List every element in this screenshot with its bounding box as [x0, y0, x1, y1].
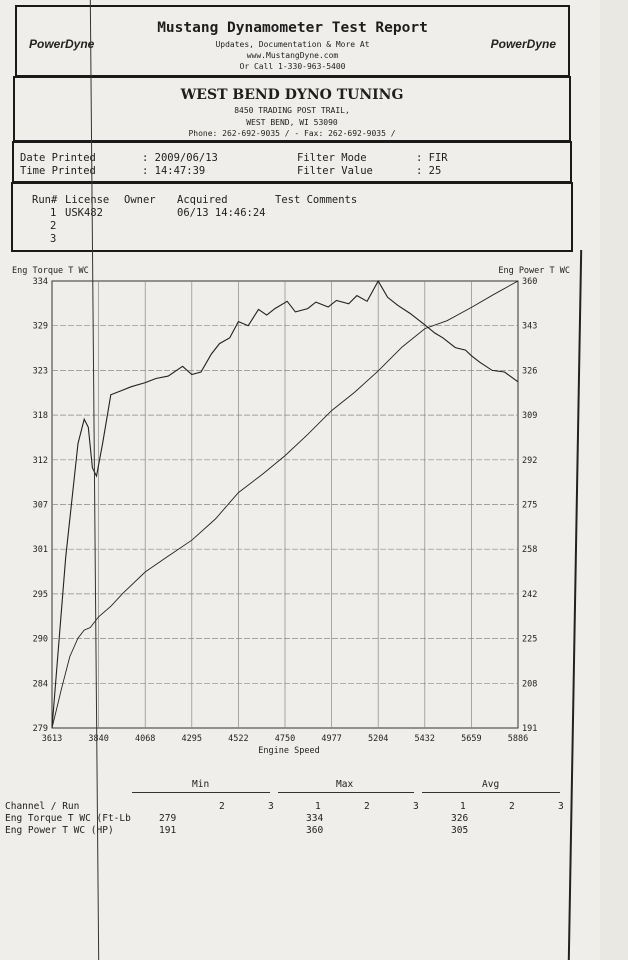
x-tick-label: 4295 [182, 734, 202, 744]
right-tick-label: 242 [522, 590, 537, 600]
torque-channel: Eng Torque T WC (Ft-Lb [5, 813, 131, 824]
power-min: 191 [159, 825, 177, 836]
avg-run-3: 3 [558, 801, 564, 812]
shop-name: WEST BEND DYNO TUNING [180, 87, 404, 103]
run-3-number: 3 [50, 233, 57, 245]
max-header: Max [336, 779, 354, 790]
min-run-2: 2 [219, 801, 225, 812]
avg-header: Avg [482, 779, 500, 790]
power-curve [51, 280, 519, 729]
right-tick-label: 208 [522, 679, 537, 689]
x-tick-label: 4522 [228, 734, 248, 744]
left-tick-label: 307 [33, 501, 48, 511]
x-tick-label: 3613 [42, 734, 62, 744]
col-owner: Owner [124, 194, 156, 206]
left-axis-label: Eng Torque T WC [12, 266, 89, 276]
left-tick-label: 295 [33, 590, 48, 600]
time-printed-label: Time Printed [20, 165, 96, 177]
date-printed-value: : 2009/06/13 [142, 152, 218, 164]
right-tick-label: 360 [522, 277, 537, 287]
left-tick-label: 279 [33, 724, 48, 734]
dyno-chart: Eng Torque T WC Eng Power T WC Engine Sp… [12, 266, 570, 756]
run-1-acquired: 06/13 14:46:24 [177, 207, 266, 219]
power-channel: Eng Power T WC (HP) [5, 825, 114, 836]
torque-avg: 326 [451, 813, 469, 824]
left-tick-label: 329 [33, 322, 48, 332]
x-tick-label: 5886 [508, 734, 528, 744]
left-tick-label: 334 [33, 277, 48, 287]
min-header: Min [192, 779, 210, 790]
right-tick-label: 275 [522, 501, 537, 511]
filter-value-value: : 25 [416, 165, 442, 177]
x-tick-label: 4750 [275, 734, 295, 744]
col-test-comments: Test Comments [275, 194, 358, 206]
header-line-3: Or Call 1-330-963-5400 [239, 62, 346, 71]
x-tick-label: 5432 [415, 734, 435, 744]
col-acquired: Acquired [177, 194, 228, 206]
right-tick-label: 309 [522, 411, 537, 421]
x-tick-label: 4068 [135, 734, 155, 744]
power-avg: 305 [451, 825, 469, 836]
max-run-1: 1 [315, 801, 321, 812]
header-line-1: Updates, Documentation & More At [215, 40, 370, 49]
x-tick-label: 3840 [88, 734, 108, 744]
torque-max: 334 [306, 813, 324, 824]
left-tick-label: 323 [33, 366, 48, 376]
run-1-number: 1 [50, 207, 57, 219]
col-license: License [65, 194, 110, 206]
right-tick-label: 292 [522, 456, 537, 466]
right-tick-label: 343 [522, 322, 537, 332]
x-tick-label: 5659 [461, 734, 481, 744]
header-line-2: www.MustangDyne.com [246, 51, 339, 60]
avg-run-1: 1 [460, 801, 466, 812]
run-2-number: 2 [50, 220, 57, 232]
right-axis-label: Eng Power T WC [498, 266, 570, 276]
right-tick-label: 225 [522, 635, 537, 645]
torque-curve [51, 279, 519, 729]
left-tick-label: 284 [33, 679, 48, 689]
report-title: Mustang Dynamometer Test Report [157, 20, 428, 36]
filter-mode-label: Filter Mode [297, 152, 367, 164]
torque-min: 279 [159, 813, 177, 824]
avg-run-2: 2 [509, 801, 515, 812]
powerdyne-logo-right: PowerDyne [490, 37, 556, 51]
right-tick-label: 191 [522, 724, 537, 734]
left-tick-label: 290 [33, 635, 48, 645]
powerdyne-logo-left: PowerDyne [29, 37, 95, 51]
filter-mode-value: : FIR [416, 152, 448, 164]
shop-address-2: WEST BEND, WI 53090 [246, 118, 338, 127]
left-tick-label: 312 [33, 456, 48, 466]
max-run-3: 3 [413, 801, 419, 812]
right-tick-label: 258 [522, 545, 537, 555]
min-run-3: 3 [268, 801, 274, 812]
x-tick-label: 4977 [321, 734, 341, 744]
col-run: Run# [32, 194, 58, 206]
report-page: PowerDyne PowerDyne Mustang Dynamometer … [5, 0, 583, 960]
channel-run-header: Channel / Run [5, 801, 80, 812]
runs-table: Run# License Owner Acquired Test Comment… [11, 182, 573, 252]
right-tick-label: 326 [522, 366, 537, 376]
max-run-2: 2 [364, 801, 370, 812]
filter-value-label: Filter Value [297, 165, 373, 177]
date-printed-label: Date Printed [20, 152, 96, 164]
time-printed-value: : 14:47:39 [142, 165, 206, 177]
run-1-license: USK482 [65, 207, 103, 219]
shop-phone: Phone: 262-692-9035 / - Fax: 262-692-903… [188, 129, 396, 138]
left-tick-label: 318 [33, 411, 48, 421]
shop-address-1: 8450 TRADING POST TRAIL, [234, 106, 350, 115]
left-tick-label: 301 [33, 545, 48, 555]
power-max: 360 [306, 825, 324, 836]
x-axis-label: Engine Speed [258, 746, 319, 756]
x-tick-label: 5204 [368, 734, 388, 744]
